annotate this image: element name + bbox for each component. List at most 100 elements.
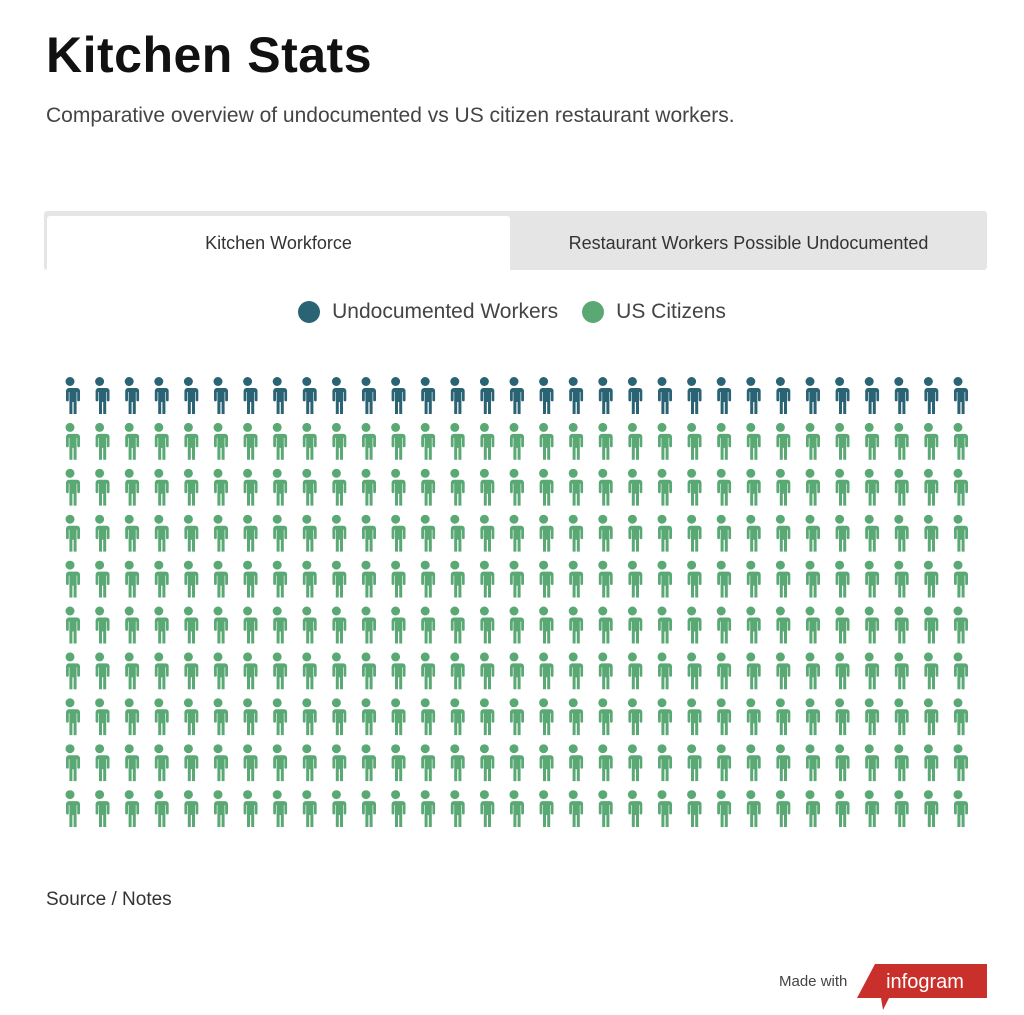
person-icon-citizen: [359, 790, 376, 828]
person-icon-citizen: [773, 422, 791, 460]
person-icon-citizen: [773, 606, 791, 644]
legend-item-citizens[interactable]: US Citizens: [582, 300, 726, 324]
person-icon-citizen: [803, 744, 820, 782]
tab-kitchen-workforce[interactable]: Kitchen Workforce: [47, 216, 510, 270]
person-icon-citizen: [181, 468, 199, 506]
person-icon-undocumented: [507, 377, 524, 414]
person-icon-citizen: [595, 652, 613, 690]
person-icon-citizen: [240, 468, 258, 506]
person-icon-citizen: [122, 514, 140, 552]
person-icon-citizen: [536, 790, 554, 828]
source-notes-link[interactable]: Source / Notes: [46, 889, 172, 910]
person-icon-citizen: [891, 514, 909, 552]
person-icon-citizen: [211, 744, 228, 782]
infogram-logo[interactable]: infogram: [853, 962, 989, 1012]
person-icon-citizen: [359, 698, 376, 736]
person-icon-citizen: [655, 698, 672, 736]
person-icon-citizen: [477, 698, 495, 736]
page-subtitle: Comparative overview of undocumented vs …: [46, 104, 735, 127]
person-icon-undocumented: [595, 377, 613, 414]
person-icon-citizen: [595, 744, 613, 782]
person-icon-citizen: [181, 698, 199, 736]
person-icon-citizen: [625, 606, 643, 644]
person-icon-citizen: [536, 422, 554, 460]
person-icon-citizen: [832, 606, 850, 644]
person-icon-citizen: [921, 652, 939, 690]
person-icon-citizen: [63, 422, 80, 460]
person-icon-citizen: [714, 790, 732, 828]
person-icon-citizen: [921, 698, 939, 736]
person-icon-citizen: [63, 790, 80, 828]
person-icon-citizen: [388, 560, 406, 598]
person-icon-citizen: [832, 744, 850, 782]
person-icon-citizen: [507, 698, 524, 736]
person-icon-citizen: [211, 514, 228, 552]
person-icon-undocumented: [359, 377, 376, 414]
person-icon-undocumented: [63, 377, 80, 414]
legend-item-undocumented[interactable]: Undocumented Workers: [298, 300, 558, 324]
person-icon-citizen: [151, 652, 169, 690]
person-icon-citizen: [299, 560, 317, 598]
person-icon-citizen: [240, 422, 258, 460]
person-icon-citizen: [862, 652, 880, 690]
person-icon-citizen: [595, 560, 613, 598]
person-icon-citizen: [507, 744, 524, 782]
person-icon-citizen: [803, 698, 820, 736]
person-icon-citizen: [329, 468, 347, 506]
person-icon-citizen: [359, 560, 376, 598]
person-icon-citizen: [122, 606, 140, 644]
person-icon-citizen: [418, 790, 436, 828]
person-icon-citizen: [743, 606, 761, 644]
person-icon-citizen: [862, 468, 880, 506]
person-icon-citizen: [92, 468, 110, 506]
person-icon-citizen: [684, 606, 702, 644]
person-icon-citizen: [595, 468, 613, 506]
person-icon-citizen: [507, 652, 524, 690]
person-icon-citizen: [181, 514, 199, 552]
person-icon-citizen: [211, 790, 228, 828]
person-icon-citizen: [122, 698, 140, 736]
person-icon-undocumented: [151, 377, 169, 414]
person-icon-citizen: [891, 744, 909, 782]
person-icon-citizen: [684, 422, 702, 460]
person-icon-citizen: [891, 422, 909, 460]
person-icon-citizen: [122, 790, 140, 828]
person-icon-undocumented: [92, 377, 110, 414]
person-icon-citizen: [211, 606, 228, 644]
person-icon-citizen: [684, 514, 702, 552]
person-icon-citizen: [891, 790, 909, 828]
person-icon-citizen: [63, 652, 80, 690]
person-icon-citizen: [240, 744, 258, 782]
person-icon-citizen: [862, 606, 880, 644]
person-icon-citizen: [181, 606, 199, 644]
person-icon-citizen: [773, 698, 791, 736]
person-icon-citizen: [595, 422, 613, 460]
person-icon-citizen: [181, 560, 199, 598]
person-icon-citizen: [655, 606, 672, 644]
person-icon-citizen: [299, 790, 317, 828]
person-icon-undocumented: [477, 377, 495, 414]
person-icon-citizen: [714, 698, 732, 736]
person-icon-citizen: [299, 422, 317, 460]
person-icon-citizen: [240, 698, 258, 736]
person-icon-undocumented: [951, 377, 968, 414]
person-icon-citizen: [240, 606, 258, 644]
person-icon-citizen: [714, 468, 732, 506]
person-icon-citizen: [625, 514, 643, 552]
person-icon-citizen: [714, 652, 732, 690]
person-icon-citizen: [684, 790, 702, 828]
tab-restaurant-workers-undocumented[interactable]: Restaurant Workers Possible Undocumented: [568, 232, 929, 253]
person-icon-citizen: [418, 422, 436, 460]
person-icon-citizen: [891, 698, 909, 736]
person-icon-citizen: [359, 652, 376, 690]
person-icon-citizen: [63, 606, 80, 644]
person-icon-citizen: [388, 422, 406, 460]
person-icon-undocumented: [832, 377, 850, 414]
person-icon-citizen: [181, 422, 199, 460]
person-icon-citizen: [803, 514, 820, 552]
person-icon-citizen: [477, 790, 495, 828]
person-icon-citizen: [240, 790, 258, 828]
person-icon-citizen: [270, 560, 288, 598]
person-icon-undocumented: [862, 377, 880, 414]
person-icon-citizen: [625, 698, 643, 736]
